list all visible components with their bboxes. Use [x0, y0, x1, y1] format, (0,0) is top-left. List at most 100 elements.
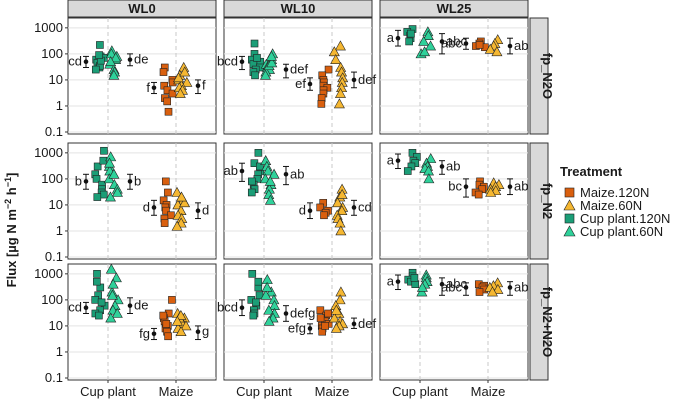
panel-data-fp_N2+N2O-WL0: cd de fg g — [68, 263, 209, 341]
data-point-square — [93, 270, 101, 278]
data-point-square — [252, 298, 260, 307]
significance-letter: fg — [139, 326, 150, 341]
y-axis-title-sup2: −1 — [3, 177, 13, 187]
strip-label: fp_N2O — [540, 53, 555, 99]
legend-key-triangle — [563, 199, 576, 211]
panel-0-1 — [223, 17, 373, 135]
panel-frame — [223, 17, 373, 135]
error-bar-120n — [239, 162, 245, 182]
mean-point — [239, 168, 245, 174]
mean-point — [395, 158, 401, 163]
significance-letter: ab — [514, 179, 528, 194]
legend-entry: Maize.60N — [563, 198, 642, 213]
data-point-triangle — [108, 69, 120, 80]
mean-point — [127, 57, 133, 62]
panel-frame — [67, 142, 217, 260]
error-bar-60n — [351, 317, 357, 329]
data-point-square — [256, 162, 264, 171]
mean-point — [83, 59, 89, 65]
y-axis-title-mid: h — [4, 187, 19, 199]
x-tick-label: Cup plant — [392, 384, 448, 399]
data-point-triangle — [107, 278, 119, 289]
data-point-triangle — [336, 188, 348, 199]
group-maize: abc ab — [441, 34, 528, 57]
mean-point — [507, 184, 513, 190]
data-point-triangle — [484, 43, 496, 54]
data-point-triangle — [423, 173, 435, 184]
data-point-triangle — [330, 54, 342, 64]
error-bar-60n — [195, 325, 201, 341]
mean-point — [283, 311, 289, 316]
error-bar-120n — [239, 55, 245, 71]
y-tick-label: 100 — [41, 46, 63, 61]
mean-point — [195, 329, 201, 334]
group-maize: d cd — [299, 183, 372, 236]
significance-letter: abc — [446, 276, 467, 291]
data-point-square — [254, 277, 263, 286]
significance-letter: ab — [514, 279, 528, 294]
data-point-square — [159, 311, 168, 320]
data-point-square — [407, 29, 415, 38]
data-point-square — [159, 68, 168, 76]
data-point-triangle — [416, 281, 428, 292]
data-point-square — [162, 320, 171, 328]
panel-data-fp_N2-WL10: ab ab d cd — [224, 149, 372, 236]
error-bar-120n — [395, 274, 401, 291]
mean-point — [395, 35, 401, 41]
panel-1-0 — [67, 142, 217, 260]
panel-1-1 — [223, 142, 373, 260]
error-bar-60n — [283, 165, 289, 186]
data-point-triangle — [332, 197, 344, 208]
data-point-square — [247, 188, 256, 197]
y-tick-label: 1000 — [34, 145, 63, 160]
data-point-triangle — [264, 175, 276, 186]
data-point-triangle — [175, 309, 187, 320]
data-point-square — [93, 162, 102, 171]
significance-letter: cd — [68, 300, 82, 315]
data-point-square — [405, 37, 413, 46]
mean-point — [83, 305, 89, 311]
panel-frame — [223, 263, 373, 381]
data-point-square — [91, 296, 100, 304]
significance-letter: cd — [68, 54, 82, 69]
significance-letter: a — [387, 274, 395, 289]
x-axis-layer: Cup plant Maize Cup plant Maize Cup plant Mai… — [80, 380, 505, 399]
y-axis-title-sup1: −2 — [3, 199, 13, 209]
panel-frame — [379, 142, 529, 260]
data-point-square — [403, 167, 412, 175]
data-point-square — [96, 41, 104, 49]
significance-letter: ef — [295, 76, 306, 91]
data-point-square — [317, 100, 326, 108]
data-point-square — [92, 175, 101, 183]
y-axis-title: Flux [µg N m−2 h−1] — [3, 173, 19, 288]
data-point-square — [162, 206, 170, 215]
significance-letter: ab — [224, 163, 238, 178]
significance-letter: ab — [290, 166, 304, 181]
data-point-triangle — [418, 35, 430, 46]
mean-point — [463, 184, 469, 190]
mean-point — [463, 285, 469, 290]
y-tick-label: 1000 — [34, 266, 63, 281]
error-bar-120n — [463, 178, 469, 198]
legend-label: Cup plant.60N — [580, 224, 663, 239]
significance-letter: b — [134, 173, 141, 188]
data-point-triangle — [111, 186, 123, 197]
panel-data-fp_N2-WL25: a ab bc ab — [387, 149, 528, 199]
y-tick-label: 1000 — [34, 20, 63, 35]
error-bar-120n — [151, 199, 157, 216]
y-tick-label: 10 — [49, 197, 63, 212]
data-point-square — [100, 146, 108, 155]
data-point-square — [475, 288, 484, 296]
mean-point — [395, 279, 401, 284]
data-point-triangle — [328, 46, 340, 57]
data-point-square — [249, 311, 258, 320]
group-cup-plant: a abc — [387, 25, 467, 59]
data-point-square — [164, 188, 172, 197]
data-point-square — [408, 149, 417, 157]
